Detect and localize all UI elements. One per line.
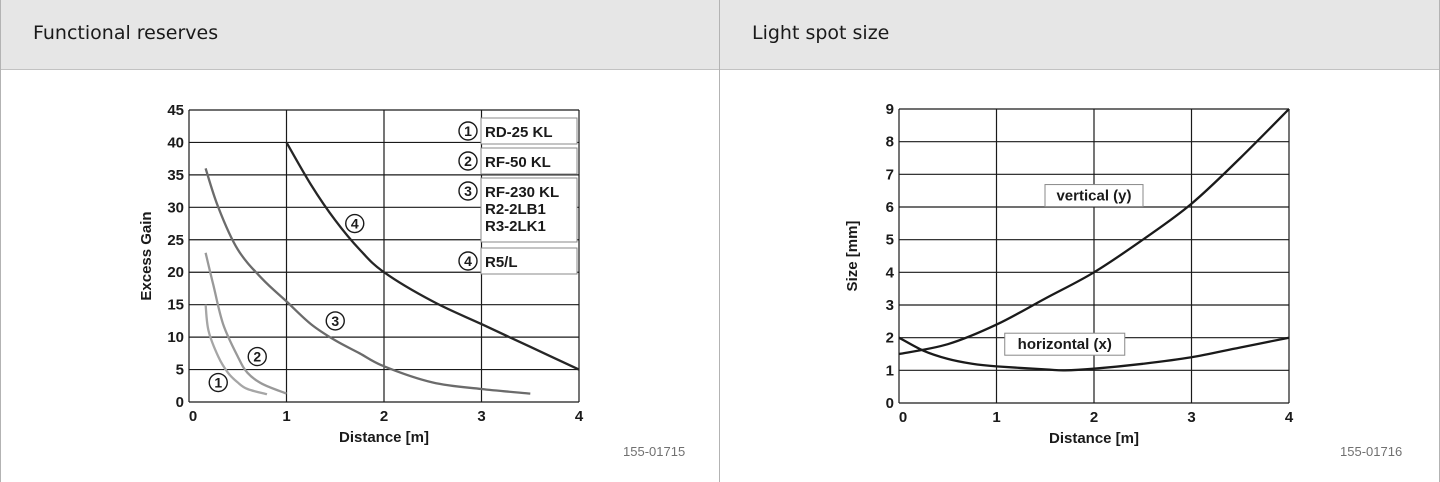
legend-item-box	[480, 117, 578, 145]
y-tick-label: 8	[886, 134, 894, 151]
horizontal-size-line	[898, 336, 1290, 372]
y-tick-label: 10	[167, 329, 184, 346]
series-1-line	[204, 304, 268, 396]
legend-item-number: 1	[464, 123, 472, 139]
y-axis-title: Excess Gain	[138, 211, 155, 300]
panel-title: Functional reserves	[33, 22, 219, 44]
legend-item-label: RF-50 KL	[485, 154, 551, 171]
y-tick-label: 25	[167, 232, 184, 249]
panel-header: Light spot size	[720, 0, 1439, 70]
series-label: vertical (y)	[1056, 188, 1131, 205]
spot-size-chart: 0 1 2 3 4 0 1 2 3 4 5 6 7 8 9 Distance [m] Size [mm] vert…	[844, 101, 1294, 447]
series-label-number: 2	[253, 349, 261, 365]
y-tick-label: 40	[167, 134, 184, 151]
series-3-line	[204, 168, 531, 395]
legend-item-label: R2-2LB1	[485, 201, 546, 218]
x-tick-label: 2	[1090, 409, 1098, 426]
y-tick-label: 45	[167, 102, 184, 119]
series-label-box	[1044, 184, 1144, 208]
legend-item-label: RD-25 KL	[485, 124, 553, 141]
y-tick-label: 35	[167, 167, 184, 184]
legend-item-number: 4	[464, 253, 472, 269]
series-label-number: 1	[214, 375, 222, 391]
legend-item-label: R3-2LK1	[485, 218, 546, 235]
series-label-circle	[208, 372, 228, 393]
x-tick-label: 0	[899, 409, 907, 426]
y-tick-label: 5	[886, 232, 894, 249]
y-tick-label: 9	[886, 101, 894, 118]
x-tick-label: 4	[1285, 409, 1294, 426]
series-4-line	[285, 141, 580, 371]
functional-reserves-panel: Functional reserves 0 1 2 3 4 0 5 10 15 20 25 30 35 4…	[0, 0, 720, 482]
y-tick-label: 0	[176, 394, 184, 411]
legend-item-circle	[458, 151, 478, 171]
legend-item-label: R5/L	[485, 254, 518, 271]
y-tick-label: 4	[886, 264, 895, 281]
legend-item-label: RF-230 KL	[485, 184, 559, 201]
x-axis-title: Distance [m]	[339, 429, 429, 446]
legend-item-box	[480, 147, 578, 175]
series-label-circle	[247, 346, 267, 367]
x-tick-label: 4	[575, 408, 584, 425]
y-tick-label: 2	[886, 330, 894, 347]
series-label-number: 3	[331, 313, 339, 329]
series-label-number: 4	[351, 216, 359, 232]
x-tick-label: 1	[282, 408, 290, 425]
legend-item-circle	[458, 251, 478, 271]
x-tick-label: 2	[380, 408, 388, 425]
panel-title: Light spot size	[752, 22, 890, 44]
y-tick-label: 5	[176, 362, 184, 379]
series-2-line	[204, 252, 287, 395]
y-axis-title: Size [mm]	[844, 221, 861, 292]
y-tick-label: 15	[167, 297, 184, 314]
y-tick-label: 0	[886, 395, 894, 412]
x-tick-label: 0	[189, 408, 197, 425]
series-label: horizontal (x)	[1018, 336, 1112, 353]
light-spot-size-panel: Light spot size 0 1 2 3 4 0 1 2 3 4 5 6 7 8 9 Distance …	[720, 0, 1440, 482]
legend-item-number: 3	[464, 183, 472, 199]
figure-id: 155-01715	[623, 444, 686, 459]
y-tick-label: 7	[886, 166, 894, 183]
y-tick-label: 20	[167, 264, 184, 281]
legend-item-box	[480, 177, 578, 243]
legend-item-circle	[458, 181, 478, 201]
y-tick-label: 3	[886, 297, 894, 314]
legend-item-circle	[458, 121, 478, 141]
x-tick-label: 3	[1187, 409, 1195, 426]
series-label-circle	[345, 213, 365, 234]
panel-header: Functional reserves	[1, 0, 719, 70]
y-tick-label: 1	[886, 362, 894, 379]
y-tick-label: 6	[886, 199, 894, 216]
y-tick-label: 30	[167, 199, 184, 216]
x-tick-label: 1	[992, 409, 1000, 426]
vertical-size-line	[898, 108, 1290, 356]
legend-item-number: 2	[464, 153, 472, 169]
figure-id: 155-01716	[1340, 444, 1403, 459]
series-label-box	[1004, 332, 1126, 356]
legend-item-box	[480, 247, 578, 275]
x-tick-label: 3	[477, 408, 485, 425]
series-label-circle	[325, 311, 345, 331]
x-axis-title: Distance [m]	[1049, 430, 1139, 447]
